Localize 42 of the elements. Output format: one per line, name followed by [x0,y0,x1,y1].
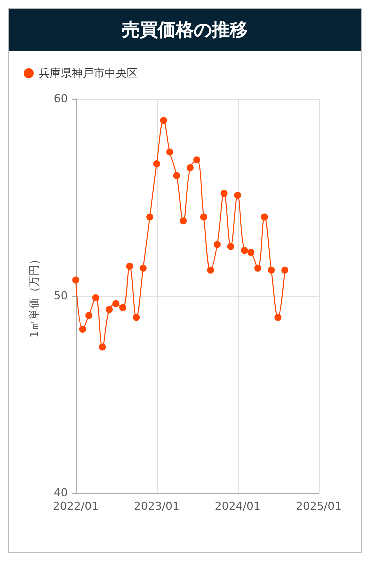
point [220,190,228,198]
point [274,314,282,322]
x-tick-label: 2023/01 [134,500,180,513]
y-tick-label: 40 [54,486,68,500]
point [282,266,289,274]
point [86,312,93,320]
point [234,192,242,200]
point [248,249,255,256]
point [133,314,140,322]
point [72,276,80,284]
point [146,214,154,221]
point [160,117,168,124]
x-tick-label: 2025/01 [296,500,342,513]
point [173,172,180,180]
point [261,214,268,221]
point [112,300,120,308]
point [200,214,208,221]
x-tick-label: 2022/01 [53,500,99,513]
x-tick-label: 2024/01 [215,500,261,513]
point [214,241,221,248]
point [120,304,127,312]
point [126,262,134,270]
point [268,266,276,274]
point [140,264,147,272]
point [79,326,86,333]
point [180,218,188,225]
point [194,156,201,164]
point [227,243,234,250]
y-axis-title: 1㎡単価（万円） [28,254,41,338]
y-tick-label: 50 [54,290,68,302]
point [241,247,248,254]
chart-title: 売買価格の推移 [9,9,361,51]
point [254,264,262,272]
point [153,160,160,168]
point [186,164,194,172]
point [99,344,106,351]
legend-label: 兵庫県神戸市中央区 [39,67,138,80]
point [92,294,100,302]
point [106,306,113,314]
point [166,148,174,156]
y-tick-label: 60 [54,92,68,106]
point [207,266,214,274]
